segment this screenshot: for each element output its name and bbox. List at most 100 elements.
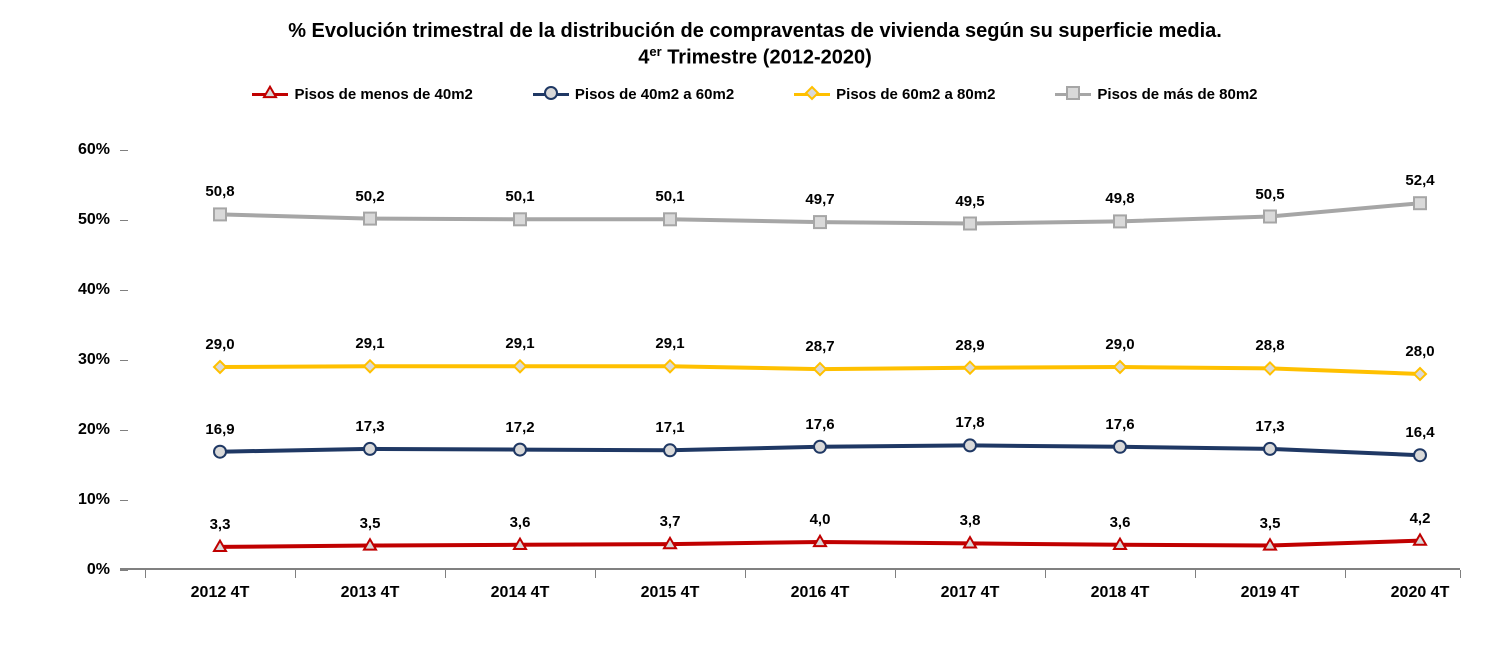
data-label: 29,0 — [1105, 336, 1134, 353]
data-label: 28,0 — [1405, 343, 1434, 360]
x-tick — [1195, 570, 1196, 578]
x-tick — [1045, 570, 1046, 578]
data-marker — [364, 443, 376, 455]
data-label: 49,7 — [805, 191, 834, 208]
y-tick — [120, 570, 128, 571]
legend-line-icon — [1055, 93, 1091, 96]
data-label: 17,2 — [505, 419, 534, 436]
data-marker — [1264, 443, 1276, 455]
data-marker — [664, 213, 676, 225]
x-tick — [895, 570, 896, 578]
data-marker — [364, 213, 376, 225]
data-label: 3,7 — [660, 513, 681, 530]
title-line2: 4er Trimestre (2012-2020) — [0, 44, 1510, 71]
x-tick — [445, 570, 446, 578]
data-marker — [214, 208, 226, 220]
y-tick — [120, 430, 128, 431]
data-label: 50,1 — [505, 188, 534, 205]
x-axis-label: 2019 4T — [1241, 584, 1300, 602]
y-axis-label: 20% — [78, 421, 110, 439]
y-tick — [120, 220, 128, 221]
data-label: 4,2 — [1410, 510, 1431, 527]
data-label: 4,0 — [810, 511, 831, 528]
y-axis-label: 0% — [87, 561, 110, 579]
data-label: 16,9 — [205, 421, 234, 438]
x-tick — [295, 570, 296, 578]
x-axis-line — [120, 568, 1460, 570]
x-axis-label: 2012 4T — [191, 584, 250, 602]
data-marker — [1414, 368, 1426, 380]
x-tick — [1460, 570, 1461, 578]
data-marker — [1264, 362, 1276, 374]
x-axis-label: 2018 4T — [1091, 584, 1150, 602]
legend-label: Pisos de más de 80m2 — [1097, 86, 1257, 103]
data-label: 3,5 — [360, 515, 381, 532]
title-line2-post: Trimestre (2012-2020) — [662, 47, 872, 69]
data-label: 29,1 — [505, 335, 534, 352]
x-axis-label: 2015 4T — [641, 584, 700, 602]
chart-svg — [120, 150, 1460, 570]
y-tick — [120, 360, 128, 361]
data-label: 3,3 — [210, 516, 231, 533]
legend-marker-icon — [1064, 84, 1082, 106]
x-axis-label: 2016 4T — [791, 584, 850, 602]
data-label: 29,1 — [655, 335, 684, 352]
data-marker — [514, 360, 526, 372]
y-axis-label: 50% — [78, 211, 110, 229]
data-marker — [964, 218, 976, 230]
data-marker — [1264, 211, 1276, 223]
data-marker — [814, 216, 826, 228]
data-label: 28,9 — [955, 337, 984, 354]
chart-title: % Evolución trimestral de la distribució… — [0, 18, 1510, 71]
data-marker — [814, 363, 826, 375]
data-marker — [214, 361, 226, 373]
x-tick — [145, 570, 146, 578]
data-label: 16,4 — [1405, 424, 1434, 441]
data-marker — [364, 360, 376, 372]
data-label: 50,2 — [355, 188, 384, 205]
y-axis-label: 40% — [78, 281, 110, 299]
data-label: 29,0 — [205, 336, 234, 353]
data-label: 3,5 — [1260, 515, 1281, 532]
data-label: 50,5 — [1255, 186, 1284, 203]
x-axis-label: 2014 4T — [491, 584, 550, 602]
data-label: 3,6 — [510, 514, 531, 531]
data-label: 17,6 — [1105, 416, 1134, 433]
data-marker — [964, 439, 976, 451]
data-label: 17,1 — [655, 419, 684, 436]
title-line1: % Evolución trimestral de la distribució… — [0, 18, 1510, 44]
data-label: 17,6 — [805, 416, 834, 433]
data-label: 28,7 — [805, 338, 834, 355]
legend-marker-icon — [542, 84, 560, 106]
data-marker — [514, 444, 526, 456]
data-label: 3,6 — [1110, 514, 1131, 531]
data-label: 50,1 — [655, 188, 684, 205]
data-label: 17,3 — [1255, 418, 1284, 435]
data-marker — [664, 360, 676, 372]
data-label: 49,5 — [955, 193, 984, 210]
legend-line-icon — [533, 93, 569, 96]
data-label: 17,3 — [355, 418, 384, 435]
y-tick — [120, 500, 128, 501]
data-label: 50,8 — [205, 183, 234, 200]
x-axis-label: 2017 4T — [941, 584, 1000, 602]
legend-label: Pisos de 60m2 a 80m2 — [836, 86, 995, 103]
legend-item: Pisos de más de 80m2 — [1055, 86, 1257, 103]
x-axis-label: 2020 4T — [1391, 584, 1450, 602]
data-marker — [1114, 361, 1126, 373]
y-axis-label: 60% — [78, 141, 110, 159]
legend-label: Pisos de 40m2 a 60m2 — [575, 86, 734, 103]
legend-item: Pisos de menos de 40m2 — [252, 86, 472, 103]
legend-label: Pisos de menos de 40m2 — [294, 86, 472, 103]
data-label: 52,4 — [1405, 172, 1434, 189]
y-tick — [120, 150, 128, 151]
data-marker — [1414, 449, 1426, 461]
data-marker — [664, 444, 676, 456]
plot-area: 0%10%20%30%40%50%60%2012 4T2013 4T2014 4… — [120, 150, 1460, 570]
data-marker — [514, 213, 526, 225]
data-marker — [214, 446, 226, 458]
data-marker — [1114, 441, 1126, 453]
x-tick — [1345, 570, 1346, 578]
legend-marker-icon — [803, 84, 821, 106]
data-marker — [814, 441, 826, 453]
